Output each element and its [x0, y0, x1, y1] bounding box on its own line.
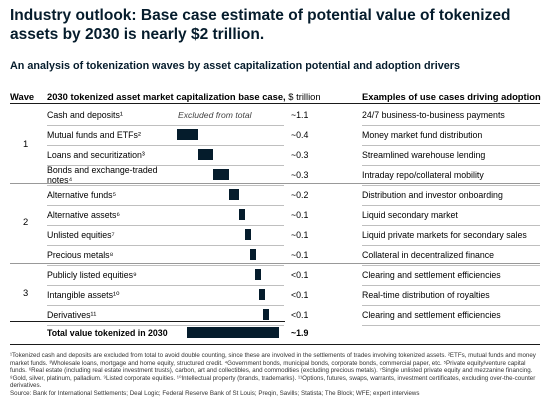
row-divider — [47, 285, 284, 286]
waterfall-bar — [263, 309, 270, 320]
wave-1-divider — [10, 183, 540, 184]
row-label: Precious metals⁸ — [47, 250, 114, 260]
wave-2-label: 2 — [23, 216, 29, 227]
use-case-item: Clearing and settlement efficiencies — [362, 310, 501, 320]
wave-2-divider — [10, 263, 540, 264]
use-case-item: Real-time distribution of royalties — [362, 290, 490, 300]
waterfall-bar — [239, 209, 246, 220]
use-case-divider — [362, 245, 540, 246]
chart-header-text: 2030 tokenized asset market capitalizati… — [47, 91, 286, 102]
waterfall-bar — [255, 269, 261, 280]
chart-subtitle: An analysis of tokenization waves by ass… — [10, 60, 460, 72]
waterfall-bar — [244, 229, 251, 240]
total-row: Total value tokenized in 2030 ~1.9 — [47, 323, 308, 343]
chart-row: Publicly listed equities⁹ <0.1 — [47, 265, 308, 285]
row-label: Intangible assets¹⁰ — [47, 290, 120, 300]
row-divider — [47, 125, 284, 126]
chart-header-unit: $ trillion — [285, 91, 321, 102]
total-rule — [10, 321, 285, 322]
value-label: ~0.1 — [291, 250, 309, 260]
value-label: ~0.1 — [291, 210, 309, 220]
row-divider — [47, 245, 284, 246]
row-divider — [47, 165, 284, 166]
value-label: ~0.4 — [291, 130, 309, 140]
wave-column-header: Wave — [10, 91, 35, 102]
row-label: Bonds and exchange-traded notes⁴ — [47, 165, 158, 185]
use-case-item: Liquid private markets for secondary sal… — [362, 230, 527, 240]
chart-row: Alternative funds⁵ ~0.2 — [47, 185, 308, 205]
use-case-item: Streamlined warehouse lending — [362, 150, 486, 160]
excluded-note: Excluded from total — [178, 110, 252, 120]
chart-row: Bonds and exchange-traded notes⁴ ~0.3 — [47, 165, 308, 185]
row-label: Total value tokenized in 2030 — [47, 328, 168, 338]
row-divider — [47, 325, 284, 326]
use-case-divider — [362, 205, 540, 206]
waterfall-bar — [249, 249, 256, 260]
chart-row: Intangible assets¹⁰ <0.1 — [47, 285, 308, 305]
row-divider — [47, 185, 284, 186]
use-case-divider — [362, 125, 540, 126]
value-label: ~0.3 — [291, 150, 309, 160]
waterfall-bar — [177, 129, 198, 140]
use-case-divider — [362, 225, 540, 226]
row-label: Derivatives¹¹ — [47, 310, 97, 320]
chart-row: Precious metals⁸ ~0.1 — [47, 245, 308, 265]
use-case-item: Liquid secondary market — [362, 210, 458, 220]
waterfall-bar — [197, 149, 214, 160]
footnote-source: Source: Bank for International Settlemen… — [10, 389, 420, 397]
row-divider — [47, 205, 284, 206]
use-case-divider — [362, 285, 540, 286]
row-divider — [47, 225, 284, 226]
value-label: ~1.9 — [291, 328, 309, 338]
bottom-rule — [10, 344, 540, 345]
waterfall-bar — [229, 189, 240, 200]
wave-3-label: 3 — [23, 287, 29, 298]
use-case-divider — [362, 165, 540, 166]
footnotes: ¹Tokenized cash and deposits are exclude… — [10, 352, 542, 398]
chart-row: Unlisted equities⁷ ~0.1 — [47, 225, 308, 245]
chart-row: Derivatives¹¹ <0.1 — [47, 305, 308, 325]
use-case-item: Clearing and settlement efficiencies — [362, 270, 501, 280]
row-label: Loans and securitization³ — [47, 150, 145, 160]
header-rule — [10, 103, 540, 104]
row-label: Mutual funds and ETFs² — [47, 130, 141, 140]
row-label: Unlisted equities⁷ — [47, 230, 115, 240]
value-label: <0.1 — [291, 290, 309, 300]
row-label: Publicly listed equities⁹ — [47, 270, 137, 280]
chart-row: Loans and securitization³ ~0.3 — [47, 145, 308, 165]
use-case-item: Money market fund distribution — [362, 130, 483, 140]
row-label: Alternative funds⁵ — [47, 190, 117, 200]
use-case-item: Distribution and investor onboarding — [362, 190, 503, 200]
wave-1-label: 1 — [23, 138, 29, 149]
total-bar — [187, 327, 279, 338]
row-label: Alternative assets⁶ — [47, 210, 121, 220]
use-case-item: Collateral in decentralized finance — [362, 250, 495, 260]
row-divider — [47, 265, 284, 266]
use-case-divider — [362, 325, 540, 326]
row-label: Cash and deposits¹ — [47, 110, 123, 120]
footnote-notes: ¹Tokenized cash and deposits are exclude… — [10, 352, 536, 390]
chart-row: Cash and deposits¹ ~1.1 — [47, 105, 308, 125]
value-label: ~1.1 — [291, 110, 309, 120]
value-label: ~0.3 — [291, 170, 309, 180]
chart-row: Mutual funds and ETFs² ~0.4 — [47, 125, 308, 145]
row-divider — [47, 145, 284, 146]
chart-row: Alternative assets⁶ ~0.1 — [47, 205, 308, 225]
waterfall-bar — [259, 289, 266, 300]
value-label: ~0.2 — [291, 190, 309, 200]
use-case-item: 24/7 business-to-business payments — [362, 110, 505, 120]
waterfall-bar — [213, 169, 229, 180]
chart-column-header: 2030 tokenized asset market capitalizati… — [47, 91, 321, 102]
value-label: ~0.1 — [291, 230, 309, 240]
chart-title: Industry outlook: Base case estimate of … — [10, 7, 511, 43]
use-case-divider — [362, 265, 540, 266]
use-case-divider — [362, 305, 540, 306]
use-case-divider — [362, 185, 540, 186]
value-label: <0.1 — [291, 270, 309, 280]
value-label: <0.1 — [291, 310, 309, 320]
use-cases-column-header: Examples of use cases driving adoption — [362, 91, 541, 102]
use-case-divider — [362, 145, 540, 146]
row-divider — [47, 305, 284, 306]
use-case-item: Intraday repo/collateral mobility — [362, 170, 484, 180]
